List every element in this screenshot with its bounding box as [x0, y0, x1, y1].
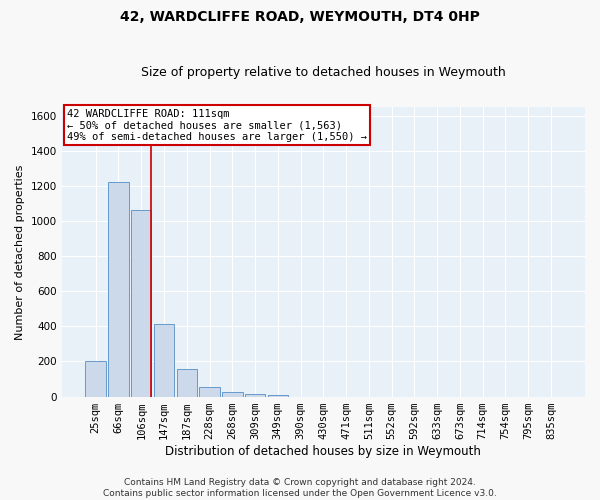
Text: 42 WARDCLIFFE ROAD: 111sqm
← 50% of detached houses are smaller (1,563)
49% of s: 42 WARDCLIFFE ROAD: 111sqm ← 50% of deta… — [67, 108, 367, 142]
Text: 42, WARDCLIFFE ROAD, WEYMOUTH, DT4 0HP: 42, WARDCLIFFE ROAD, WEYMOUTH, DT4 0HP — [120, 10, 480, 24]
Bar — [222, 392, 242, 396]
X-axis label: Distribution of detached houses by size in Weymouth: Distribution of detached houses by size … — [166, 444, 481, 458]
Y-axis label: Number of detached properties: Number of detached properties — [15, 164, 25, 340]
Bar — [108, 182, 129, 396]
Bar — [199, 387, 220, 396]
Text: Contains HM Land Registry data © Crown copyright and database right 2024.
Contai: Contains HM Land Registry data © Crown c… — [103, 478, 497, 498]
Bar — [176, 368, 197, 396]
Bar — [245, 394, 265, 396]
Title: Size of property relative to detached houses in Weymouth: Size of property relative to detached ho… — [141, 66, 506, 80]
Bar — [85, 362, 106, 396]
Bar — [268, 395, 288, 396]
Bar — [131, 210, 151, 396]
Bar — [154, 324, 174, 396]
